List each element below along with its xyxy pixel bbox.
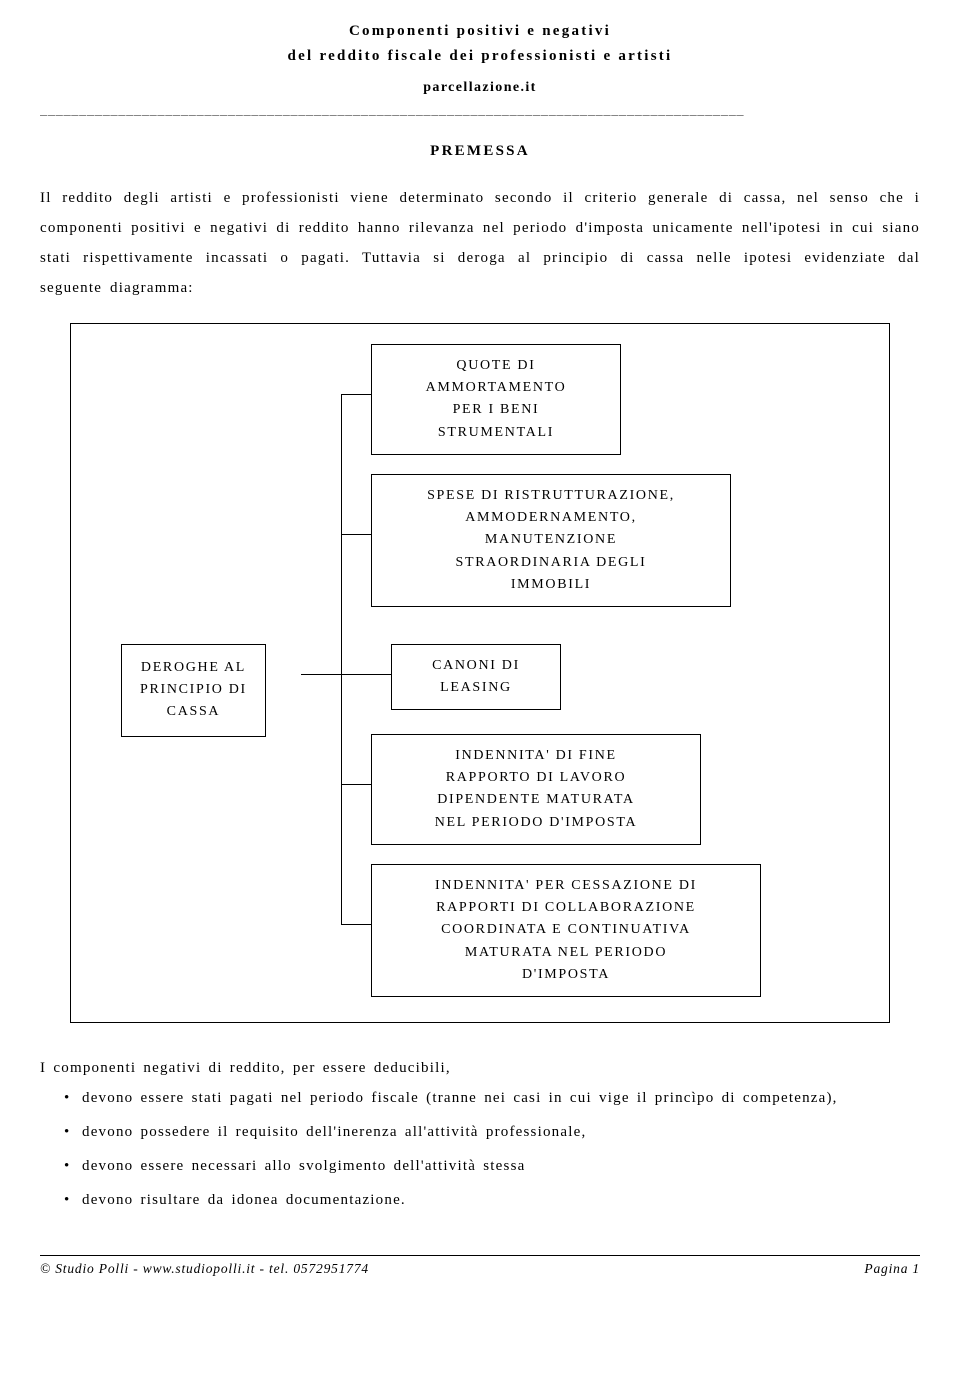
connector-branch-0 xyxy=(341,394,371,395)
closing-bullet-1: devono possedere il requisito dell'inere… xyxy=(64,1117,920,1147)
closing-bullet-2: devono essere necessari allo svolgimento… xyxy=(64,1151,920,1181)
closing-bullet-list: devono essere stati pagati nel periodo f… xyxy=(40,1083,920,1215)
page-footer: © Studio Polli - www.studiopolli.it - te… xyxy=(40,1255,920,1279)
connector-branch-2 xyxy=(341,674,391,675)
closing-bullet-3: devono risultare da idonea documentazion… xyxy=(64,1185,920,1215)
divider-dashed: ________________________________________… xyxy=(40,102,920,116)
diagram-box-1: SPESE DI RISTRUTTURAZIONE,AMMODERNAMENTO… xyxy=(371,474,731,608)
diagram-box-4: INDENNITA' PER CESSAZIONE DIRAPPORTI DI … xyxy=(371,864,761,998)
diagram-box-3: INDENNITA' DI FINERAPPORTO DI LAVORODIPE… xyxy=(371,734,701,846)
diagram-left-box: DEROGHE ALPRINCIPIO DICASSA xyxy=(121,644,266,737)
closing-bullet-0: devono essere stati pagati nel periodo f… xyxy=(64,1083,920,1113)
diagram-box-0: QUOTE DIAMMORTAMENTOPER I BENISTRUMENTAL… xyxy=(371,344,621,456)
header-line2: del reddito fiscale dei professionisti e… xyxy=(40,45,920,68)
connector-trunk xyxy=(341,394,342,924)
section-title: PREMESSA xyxy=(40,140,920,163)
footer-left: © Studio Polli - www.studiopolli.it - te… xyxy=(40,1259,369,1279)
closing-intro: I componenti negativi di reddito, per es… xyxy=(40,1053,920,1083)
diagram-box-2: CANONI DILEASING xyxy=(391,644,561,711)
connector-branch-4 xyxy=(341,924,371,925)
connector-branch-1 xyxy=(341,534,371,535)
connector-branch-3 xyxy=(341,784,371,785)
diagram-container: DEROGHE ALPRINCIPIO DICASSA QUOTE DIAMMOR… xyxy=(70,323,890,1023)
footer-right: Pagina 1 xyxy=(864,1259,920,1279)
connector-left-stub xyxy=(301,674,341,675)
header-line1: Componenti positivi e negativi xyxy=(40,20,920,43)
body-paragraph: Il reddito degli artisti e professionist… xyxy=(40,183,920,303)
subheader: parcellazione.it xyxy=(40,77,920,98)
footer-divider xyxy=(40,1255,920,1256)
